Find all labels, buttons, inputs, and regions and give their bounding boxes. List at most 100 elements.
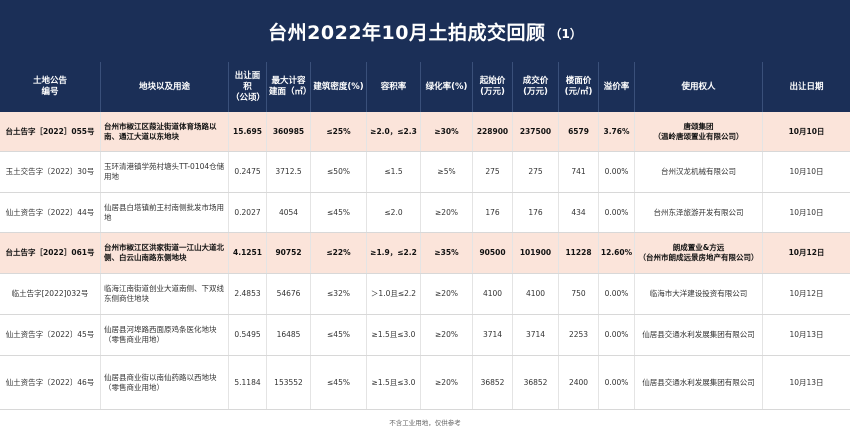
cell-far: ≥2.0，≤2.3 (366, 112, 420, 151)
cell-green: ≥5% (420, 152, 472, 192)
cell-max_build: 360985 (266, 112, 310, 151)
cell-far: ≥1.9，≤2.2 (366, 233, 420, 273)
cell-notice: 台土告字［2022］061号 (5, 248, 95, 257)
cell-density: ≤45% (310, 193, 366, 232)
table-header: 土地公告 编号 地块以及用途 出让面积 （公顷） 最大计容 建面（㎡） 建筑密度(%) 容… (0, 62, 850, 112)
table-row: 台土告字［2022］061号 台州市椒江区洪家街道一江山大道北侧、白云山南路东侧地… (0, 233, 850, 274)
cell-max_build: 16485 (266, 315, 310, 355)
footer-note: 不含工业用地，仅供参考 (389, 419, 461, 427)
cell-premium: 12.60% (598, 233, 634, 273)
cell-start_price: 3714 (472, 315, 512, 355)
cell-premium: 0.00% (598, 315, 634, 355)
cell-max_build: 3712.5 (266, 152, 310, 192)
cell-green: ≥20% (420, 193, 472, 232)
cell-date: 10月13日 (762, 356, 850, 409)
cell-location: 台州市椒江区葭沚街道体育场路以南、通江大道以东地块 (100, 112, 228, 151)
cell-date: 10月12日 (762, 274, 850, 314)
cell-green: ≥35% (420, 233, 472, 273)
cell-start_price: 228900 (472, 112, 512, 151)
cell-date: 10月10日 (762, 193, 850, 232)
cell-notice: 台土告字［2022］055号 (5, 126, 95, 136)
table-body: 台土告字［2022］055号 台州市椒江区葭沚街道体育场路以南、通江大道以东地块 1… (0, 112, 850, 410)
column-header-date: 出让日期 (762, 62, 850, 112)
column-header-far: 容积率 (366, 62, 420, 112)
cell-area: 0.2475 (228, 152, 266, 192)
table-row: 仙土资告字〔2022〕45号 仙居县河埠路西面原鸡条医化地块（零售商业用地） 0.5… (0, 315, 850, 356)
column-header-density: 建筑密度(%) (310, 62, 366, 112)
cell-far: ≤1.5 (366, 152, 420, 192)
cell-deal_price: 3714 (512, 315, 558, 355)
cell-green: ≥20% (420, 274, 472, 314)
table-row: 台土告字［2022］055号 台州市椒江区葭沚街道体育场路以南、通江大道以东地块 1… (0, 112, 850, 152)
cell-area: 2.4853 (228, 274, 266, 314)
cell-green: ≥20% (420, 356, 472, 409)
cell-floor_price: 11228 (558, 233, 598, 273)
cell-premium: 0.00% (598, 356, 634, 409)
cell-notice: 仙土资告字〔2022〕44号 (5, 207, 95, 217)
cell-far: ≤2.0 (366, 193, 420, 232)
cell-area: 5.1184 (228, 356, 266, 409)
cell-max_build: 90752 (266, 233, 310, 273)
cell-max_build: 153552 (266, 356, 310, 409)
cell-location: 玉环清港镇学苑村塘头TT-0104仓储用地 (100, 152, 228, 192)
column-header-notice: 土地公告 编号 (32, 76, 67, 97)
cell-location: 临海江南街道创业大道南侧、下双线东侧商住地块 (100, 274, 228, 314)
cell-density: ≤50% (310, 152, 366, 192)
cell-density: ≤22% (310, 233, 366, 273)
cell-location: 仙居县河埠路西面原鸡条医化地块（零售商业用地） (100, 315, 228, 355)
cell-area: 4.1251 (228, 233, 266, 273)
cell-deal_price: 237500 (512, 112, 558, 151)
cell-deal_price: 101900 (512, 233, 558, 273)
cell-floor_price: 750 (558, 274, 598, 314)
cell-date: 10月13日 (762, 315, 850, 355)
cell-area: 15.695 (228, 112, 266, 151)
cell-premium: 3.76% (598, 112, 634, 151)
column-header-owner: 使用权人 (634, 62, 762, 112)
cell-max_build: 4054 (266, 193, 310, 232)
cell-notice: 玉土交告字〔2022〕30号 (5, 167, 95, 176)
column-header-floor_price: 楼面价 (元/㎡) (558, 62, 598, 112)
cell-date: 10月12日 (762, 233, 850, 273)
cell-floor_price: 741 (558, 152, 598, 192)
title-bar: 台州2022年10月土拍成交回顾 （1） (0, 0, 850, 62)
table-row: 仙土资告字〔2022〕46号 仙居县商业街以南仙药路以西地块（零售商业用地） 5.1… (0, 356, 850, 410)
cell-green: ≥30% (420, 112, 472, 151)
cell-deal_price: 275 (512, 152, 558, 192)
table-row: 玉土交告字〔2022〕30号 玉环清港镇学苑村塘头TT-0104仓储用地 0.247… (0, 152, 850, 193)
cell-floor_price: 434 (558, 193, 598, 232)
cell-far: ≥1.5且≤3.0 (366, 315, 420, 355)
cell-date: 10月10日 (762, 152, 850, 192)
table-row: 仙土资告字〔2022〕44号 仙居县白塔镇前王村南侧批发市场用地 0.2027 405… (0, 193, 850, 233)
cell-density: ≤45% (310, 315, 366, 355)
cell-location: 仙居县商业街以南仙药路以西地块（零售商业用地） (100, 356, 228, 409)
cell-location: 台州市椒江区洪家街道一江山大道北侧、白云山南路东侧地块 (100, 233, 228, 273)
cell-area: 0.2027 (228, 193, 266, 232)
column-header-premium: 溢价率 (598, 62, 634, 112)
cell-max_build: 54676 (266, 274, 310, 314)
cell-deal_price: 36852 (512, 356, 558, 409)
column-header-start_price: 起始价 (万元) (472, 62, 512, 112)
cell-premium: 0.00% (598, 193, 634, 232)
cell-location: 仙居县白塔镇前王村南侧批发市场用地 (100, 193, 228, 232)
page-title-sub: （1） (549, 27, 582, 41)
cell-start_price: 275 (472, 152, 512, 192)
cell-start_price: 90500 (472, 233, 512, 273)
cell-owner: 临海市大洋建设投资有限公司 (634, 274, 762, 314)
cell-density: ≤45% (310, 356, 366, 409)
cell-deal_price: 4100 (512, 274, 558, 314)
cell-owner: 台州汉龙机械有限公司 (634, 152, 762, 192)
cell-notice: 仙土资告字〔2022〕46号 (5, 377, 95, 387)
cell-owner: 仙居县交通水利发展集团有限公司 (634, 315, 762, 355)
cell-start_price: 36852 (472, 356, 512, 409)
cell-owner: 唐颂集团 （温岭唐颂置业有限公司） (634, 112, 762, 151)
cell-far: ≥1.5且≤3.0 (366, 356, 420, 409)
cell-area: 0.5495 (228, 315, 266, 355)
table-row: 临土告字[2022]032号 临海江南街道创业大道南侧、下双线东侧商住地块 2.48… (0, 274, 850, 315)
cell-floor_price: 2253 (558, 315, 598, 355)
cell-owner: 朗成置业&方远 （台州市朗成远景房地产有限公司） (634, 233, 762, 273)
cell-start_price: 176 (472, 193, 512, 232)
page-title: 台州2022年10月土拍成交回顾 (268, 21, 546, 44)
cell-floor_price: 6579 (558, 112, 598, 151)
cell-owner: 台州东泽旅游开发有限公司 (634, 193, 762, 232)
